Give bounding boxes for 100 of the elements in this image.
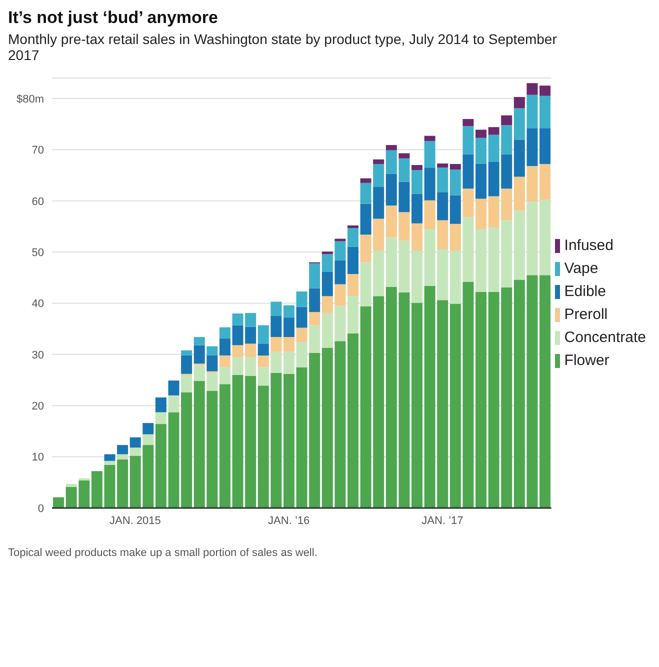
- bar: [155, 412, 166, 424]
- bar: [386, 145, 397, 150]
- legend-label: Infused: [564, 237, 614, 254]
- legend-label: Flower: [564, 352, 610, 369]
- chart-subtitle: Monthly pre-tax retail sales in Washington state by product type, July 2014 to September 2017: [8, 31, 558, 63]
- bar: [411, 223, 422, 251]
- bar: [424, 140, 436, 168]
- legend-label: Concentrate: [564, 329, 646, 346]
- bar: [475, 138, 486, 164]
- bar: [462, 118, 474, 126]
- bar: [540, 275, 551, 508]
- text: Topical weed products make up a small portion of sales as well.: [8, 547, 318, 559]
- bar: [194, 337, 205, 346]
- bar: [219, 355, 230, 368]
- chart-title: It’s not just ‘bud’ anymore: [8, 8, 220, 28]
- bar: [411, 302, 422, 508]
- bar: [450, 224, 461, 251]
- y-tick-label: 70: [32, 144, 44, 157]
- bar: [53, 497, 64, 508]
- bar: [411, 194, 422, 224]
- bar: [270, 316, 282, 338]
- bar: [540, 200, 551, 276]
- bar: [181, 350, 192, 356]
- bar: [296, 291, 308, 307]
- bar: [181, 392, 192, 508]
- bar: [142, 423, 154, 434]
- bar: [411, 250, 422, 303]
- y-tick-label: 10: [32, 452, 44, 464]
- y-tick-label: 60: [32, 196, 44, 208]
- bar: [130, 448, 141, 456]
- bar: [219, 338, 230, 356]
- bar: [270, 302, 282, 316]
- bar: [219, 384, 230, 508]
- legend-label: Edible: [564, 283, 606, 300]
- bar: [322, 252, 333, 254]
- bar: [450, 164, 461, 170]
- bar: [219, 327, 230, 339]
- bar: [347, 246, 358, 274]
- y-tick-label: 0: [38, 502, 44, 515]
- bar: [258, 325, 269, 344]
- bar: [258, 355, 269, 368]
- bar: [462, 188, 474, 218]
- bar: [450, 195, 461, 224]
- bar: [117, 454, 128, 460]
- bar: [360, 178, 372, 183]
- bar: [488, 127, 500, 135]
- bar: [117, 459, 128, 508]
- y-tick-label: 50: [32, 246, 44, 259]
- bar: [283, 318, 294, 338]
- x-tick-label: JAN. ’17: [422, 514, 464, 527]
- y-tick-label: 40: [32, 298, 44, 310]
- bar: [411, 170, 422, 194]
- bar: [540, 96, 551, 128]
- bar: [130, 437, 141, 448]
- bar: [526, 83, 538, 95]
- bar: [347, 296, 358, 334]
- bar: [437, 163, 448, 168]
- bar: [104, 454, 116, 461]
- bar: [309, 263, 320, 288]
- bar: [219, 367, 230, 384]
- bar: [475, 130, 486, 138]
- bar: [475, 164, 486, 199]
- bar: [206, 346, 218, 356]
- bar: [181, 355, 192, 374]
- bar: [270, 337, 282, 352]
- bar: [475, 229, 486, 292]
- bar: [424, 136, 436, 141]
- bar: [450, 170, 461, 196]
- bar: [475, 198, 486, 230]
- bar: [462, 126, 474, 154]
- bar: [540, 164, 551, 200]
- bar: [540, 86, 551, 96]
- bar: [398, 153, 410, 158]
- y-tick-label: 30: [32, 349, 44, 362]
- bar: [437, 168, 448, 192]
- bar: [168, 380, 180, 396]
- bar: [283, 337, 294, 352]
- bar: [142, 434, 154, 446]
- bar: [334, 238, 346, 242]
- x-tick-label: JAN. ’16: [268, 514, 310, 527]
- y-tick-label: $80m: [16, 93, 44, 106]
- bar: [540, 128, 551, 164]
- bar: [347, 228, 358, 247]
- bar: [66, 484, 77, 488]
- bar: [283, 374, 294, 508]
- bar: [475, 292, 486, 508]
- bar: [181, 375, 192, 392]
- bar: [514, 96, 525, 108]
- bar: [283, 352, 294, 374]
- legend-label: Vape: [564, 260, 598, 277]
- bar: [501, 115, 512, 126]
- bar: [309, 312, 320, 326]
- bar: [347, 225, 358, 228]
- bar: [258, 344, 269, 356]
- legend-label: Preroll: [564, 306, 608, 323]
- bar: [155, 397, 166, 412]
- bar: [373, 159, 384, 164]
- bar: [283, 305, 294, 318]
- bar: [104, 460, 116, 465]
- bar: [117, 445, 128, 454]
